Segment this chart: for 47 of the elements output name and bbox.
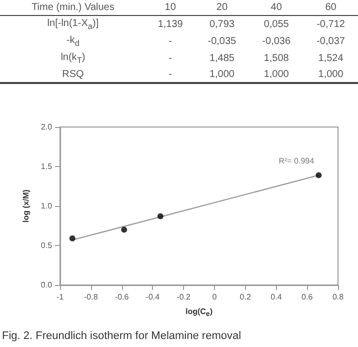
y-tick-label: 2.0 bbox=[40, 122, 53, 132]
point bbox=[69, 235, 76, 242]
text: -0,035 bbox=[206, 35, 238, 49]
text: 20 bbox=[194, 0, 250, 16]
x-tick-label: 0.4 bbox=[270, 292, 282, 302]
text: 0,055 bbox=[262, 18, 290, 32]
x-tick-label: -0.4 bbox=[146, 292, 160, 302]
text: -0,036 bbox=[261, 35, 292, 49]
x-tick-label: -0.6 bbox=[114, 292, 130, 302]
x-tick-label: 0.2 bbox=[240, 292, 252, 302]
text: -0,037 bbox=[316, 35, 346, 49]
caption: Fig. 2. Freundlich isotherm for Melamine removal bbox=[2, 330, 242, 342]
x-tick-label: -1 bbox=[56, 292, 64, 302]
text: 60 bbox=[304, 0, 358, 16]
text: - bbox=[168, 35, 174, 49]
point bbox=[316, 172, 322, 178]
text: 1,524 bbox=[317, 52, 344, 66]
text: -0,712 bbox=[316, 18, 346, 32]
x-tick-label: -0.2 bbox=[176, 292, 192, 302]
y-axis-title: log (x/M) bbox=[22, 189, 30, 222]
point bbox=[157, 213, 164, 220]
text: 1,000 bbox=[249, 67, 304, 83]
text: 1,139 bbox=[156, 18, 184, 32]
text: Time (min.) Values bbox=[0, 0, 146, 16]
text: -k$_{d}$ bbox=[65, 34, 80, 50]
text: ln[-ln(1-X$_{a}$)] bbox=[46, 17, 100, 33]
text: 0,793 bbox=[208, 18, 236, 32]
text: 40 bbox=[249, 0, 304, 16]
annotation: R²= 0.994 bbox=[278, 156, 315, 166]
text: 1,485 bbox=[208, 52, 236, 66]
y-tick-label: 1.5 bbox=[40, 162, 53, 171]
text: 1,000 bbox=[304, 67, 358, 83]
text: - bbox=[146, 67, 195, 83]
text: RSQ bbox=[0, 67, 146, 83]
x-tick-label: 0.8 bbox=[332, 292, 344, 302]
x-tick-label: 0 bbox=[212, 292, 218, 302]
text: ln(k$_{T}$) bbox=[60, 51, 86, 67]
text: - bbox=[168, 52, 174, 66]
text: 1,000 bbox=[194, 67, 250, 83]
point bbox=[121, 226, 128, 233]
y-tick-label: 1.0 bbox=[40, 202, 53, 210]
x-tick-label: -0.8 bbox=[84, 292, 98, 302]
x-tick-label: 0.6 bbox=[302, 292, 314, 302]
text: 1,508 bbox=[262, 52, 290, 66]
y-tick-label: 0.5 bbox=[40, 241, 53, 250]
y-tick-label: 0.0 bbox=[40, 280, 53, 290]
text: 10 bbox=[146, 0, 195, 16]
